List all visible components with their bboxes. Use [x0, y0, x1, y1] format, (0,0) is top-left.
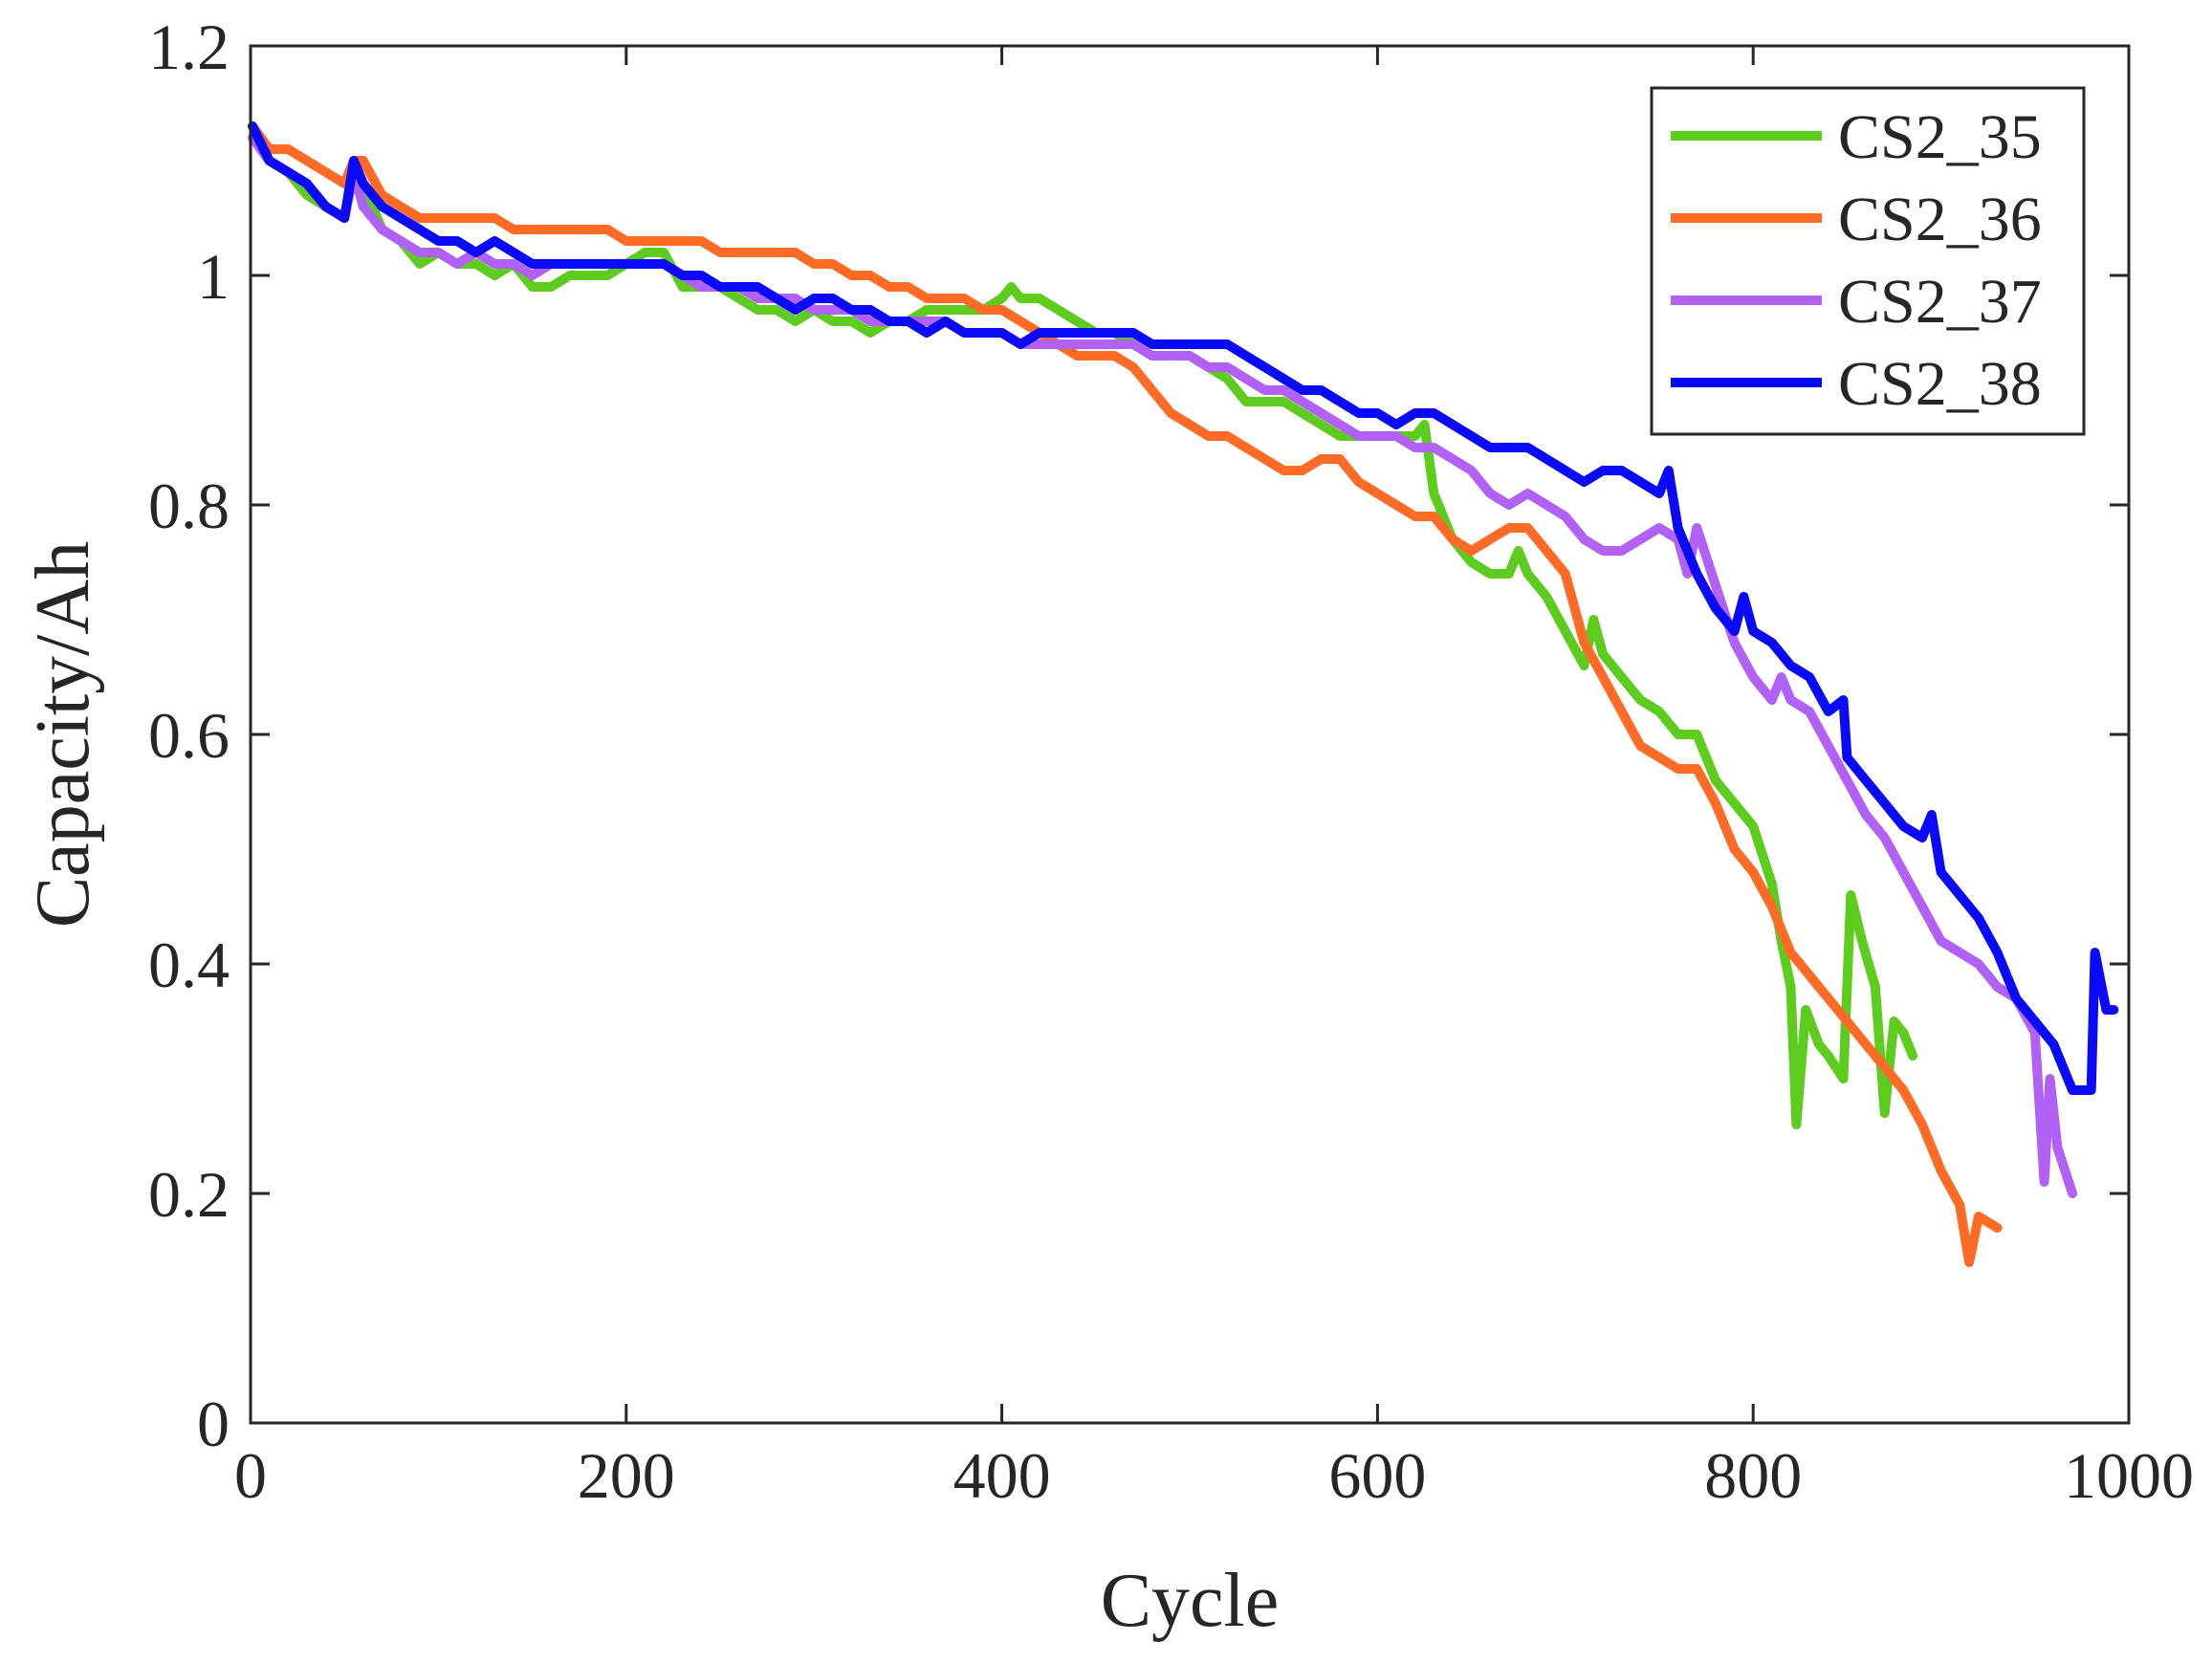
axis-ticks: 0 200 400 600 800 1000 0 0.2 0.4 0.6 0.8 1 1.2	[148, 11, 2194, 1512]
x-tick-label: 800	[1704, 1439, 1802, 1512]
y-tick-label: 0.6	[148, 699, 230, 772]
x-tick-label: 200	[578, 1439, 675, 1512]
legend-label-cs2-37: CS2_37	[1838, 267, 2042, 337]
legend-items: CS2_35 CS2_36 CS2_37 CS2_38	[1671, 102, 2042, 419]
legend-box	[1650, 86, 2086, 436]
legend-label-cs2-35: CS2_35	[1838, 102, 2042, 172]
y-tick-label: 1	[197, 240, 230, 313]
y-tick-label: 0.2	[148, 1158, 230, 1231]
legend: CS2_35 CS2_36 CS2_37 CS2_38	[1650, 86, 2086, 436]
y-tick-label: 0.4	[148, 929, 230, 1001]
legend-label-cs2-36: CS2_36	[1838, 185, 2042, 254]
y-tick-label: 0	[197, 1388, 230, 1460]
series-line-cs2-36	[248, 121, 2003, 1267]
x-axis-label: Cycle	[1101, 1559, 1280, 1643]
legend-label-cs2-38: CS2_38	[1838, 349, 2042, 419]
y-tick-label: 1.2	[148, 11, 230, 83]
x-tick-label: 0	[234, 1439, 267, 1512]
series-line-cs2-38	[248, 121, 2119, 1095]
series-layer	[248, 121, 2119, 1267]
x-tick-label: 400	[953, 1439, 1051, 1512]
y-axis-label: Capacity/Ah	[21, 541, 105, 928]
x-tick-label: 600	[1328, 1439, 1426, 1512]
x-tick-label: 1000	[2064, 1439, 2194, 1512]
y-tick-label: 0.8	[148, 470, 230, 542]
